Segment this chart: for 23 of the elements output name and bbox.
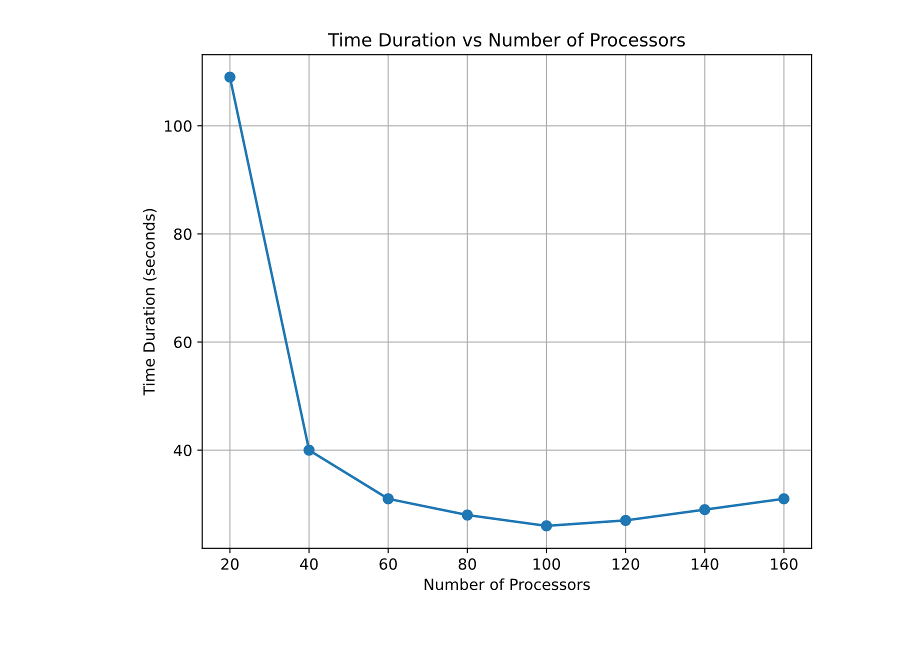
x-tick-label: 140 [692,558,718,570]
y-tick-label: 100 [165,120,192,132]
x-axis-title: Number of Processors [424,578,590,590]
y-tick-label: 60 [174,336,192,348]
point [382,493,394,504]
point [778,493,790,504]
y-tick-label: 80 [174,228,192,240]
x-tick-label: 60 [380,558,397,570]
y-tick-label: 40 [174,444,192,456]
chart-title: Time Duration vs Number of Processors [328,32,685,47]
y-axis-title: Time Duration (seconds) [142,208,157,396]
point [620,514,632,526]
x-tick-label: 120 [612,558,640,570]
x-tick-label: 100 [534,558,560,570]
point [699,504,710,516]
x-tick-label: 80 [458,558,476,570]
x-tick-label: 40 [300,558,318,570]
point [540,520,552,532]
x-tick-label: 160 [771,558,798,570]
point [304,444,315,456]
point [462,509,473,521]
x-tick-label: 20 [221,558,239,570]
point [224,72,236,83]
